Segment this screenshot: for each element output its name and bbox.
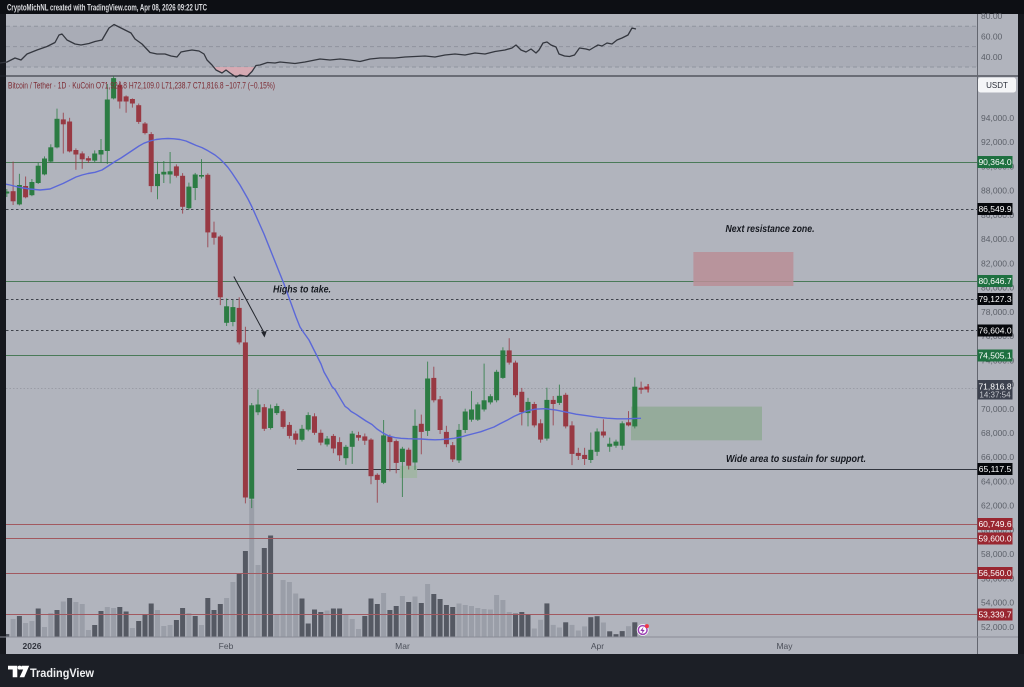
svg-text:USDT: USDT — [986, 81, 1008, 90]
svg-text:60.00: 60.00 — [981, 32, 1003, 42]
svg-text:Apr: Apr — [591, 641, 604, 651]
svg-text:CryptoMichNL created with Trad: CryptoMichNL created with TradingView.co… — [7, 3, 207, 13]
svg-text:68,000.0: 68,000.0 — [981, 428, 1014, 438]
svg-text:Next resistance zone.: Next resistance zone. — [726, 224, 815, 235]
svg-text:88,000.0: 88,000.0 — [981, 186, 1014, 196]
svg-text:May: May — [776, 641, 793, 651]
svg-text:Feb: Feb — [219, 641, 234, 651]
svg-text:66,000.0: 66,000.0 — [981, 452, 1014, 462]
svg-text:86,549.9: 86,549.9 — [978, 204, 1011, 214]
svg-text:84,000.0: 84,000.0 — [981, 234, 1014, 244]
svg-text:60,749.6: 60,749.6 — [978, 519, 1011, 529]
svg-text:92,000.0: 92,000.0 — [981, 137, 1014, 147]
svg-text:Mar: Mar — [395, 641, 410, 651]
svg-text:65,117.5: 65,117.5 — [979, 464, 1012, 474]
svg-text:40.00: 40.00 — [981, 52, 1003, 62]
svg-text:79,127.3: 79,127.3 — [978, 294, 1011, 304]
svg-text:80,000.0: 80,000.0 — [981, 283, 1014, 293]
svg-text:71,816.8: 71,816.8 — [978, 382, 1011, 392]
svg-text:78,000.0: 78,000.0 — [981, 307, 1014, 317]
svg-text:TradingView: TradingView — [30, 666, 95, 680]
svg-text:64,000.0: 64,000.0 — [981, 476, 1014, 486]
svg-text:54,000.0: 54,000.0 — [981, 598, 1014, 608]
svg-text:53,339.7: 53,339.7 — [978, 610, 1011, 620]
svg-text:94,000.0: 94,000.0 — [981, 113, 1014, 123]
svg-text:62,000.0: 62,000.0 — [981, 501, 1014, 511]
svg-text:2026: 2026 — [23, 641, 42, 651]
svg-text:80,646.7: 80,646.7 — [978, 276, 1011, 286]
svg-text:56,560.0: 56,560.0 — [978, 568, 1011, 578]
svg-text:80.00: 80.00 — [981, 11, 1003, 21]
svg-text:59,600.0: 59,600.0 — [978, 534, 1011, 544]
svg-text:58,000.0: 58,000.0 — [981, 549, 1014, 559]
svg-text:14:37:54: 14:37:54 — [979, 390, 1011, 399]
svg-text:70,000.0: 70,000.0 — [981, 404, 1014, 414]
svg-text:74,505.1: 74,505.1 — [978, 351, 1011, 361]
svg-text:Wide area to sustain for suppo: Wide area to sustain for support. — [726, 454, 866, 465]
svg-text:Highs to take.: Highs to take. — [273, 285, 331, 296]
svg-text:52,000.0: 52,000.0 — [981, 622, 1014, 632]
svg-text:82,000.0: 82,000.0 — [981, 258, 1014, 268]
svg-text:90,364.0: 90,364.0 — [978, 157, 1011, 167]
svg-text:Bitcoin / Tether · 1D · KuCoin: Bitcoin / Tether · 1D · KuCoin O71,924.8… — [8, 81, 275, 91]
svg-text:76,604.0: 76,604.0 — [978, 326, 1011, 336]
